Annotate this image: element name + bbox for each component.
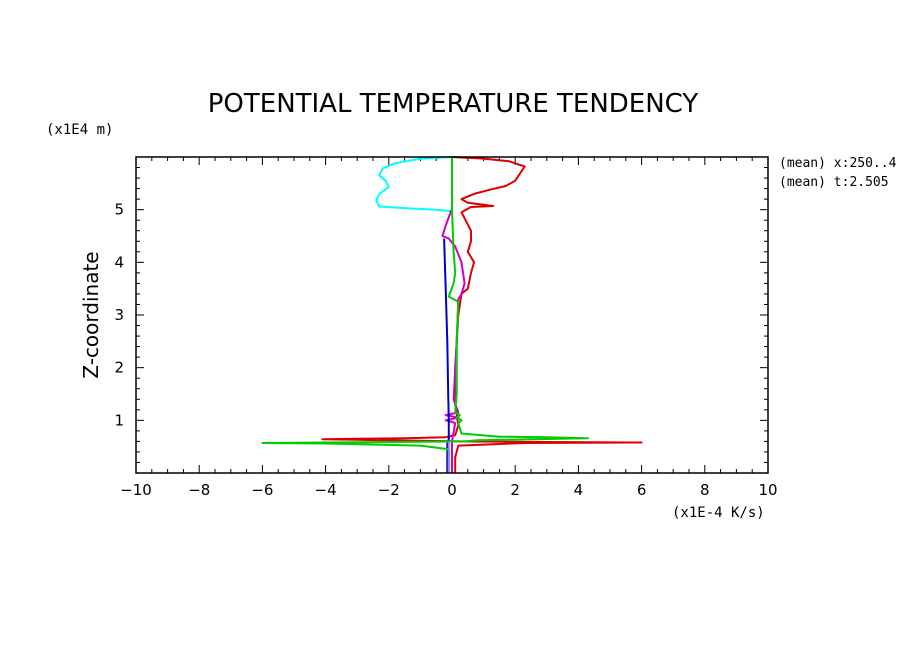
y-tick-label: 2 <box>114 359 124 377</box>
y-tick-label: 4 <box>114 253 124 271</box>
x-tick-label: −2 <box>378 481 400 499</box>
series-line-0 <box>375 156 453 213</box>
y-tick-label: 1 <box>114 411 124 429</box>
x-tick-label: −4 <box>315 481 337 499</box>
y-tick-label: 3 <box>114 306 124 324</box>
annotation-mean-x: (mean) x:250..4 <box>779 156 897 171</box>
x-tick-label: 4 <box>574 481 584 499</box>
data-series <box>261 156 643 473</box>
x-axis-label: (x1E-4 K/s) <box>672 505 765 521</box>
x-tick-label: 0 <box>447 481 457 499</box>
x-tick-label: −10 <box>120 481 152 499</box>
chart-title: POTENTIAL TEMPERATURE TENDENCY <box>208 89 699 119</box>
plot-frame <box>135 156 769 474</box>
y-unit-label: (x1E4 m) <box>46 122 113 138</box>
series-line-4 <box>261 157 589 473</box>
x-tick-label: −8 <box>188 481 210 499</box>
annotation-mean-t: (mean) t:2.505 <box>779 175 889 190</box>
series-line-1 <box>321 156 643 473</box>
x-tick-label: 10 <box>758 481 777 499</box>
x-tick-label: −6 <box>251 481 273 499</box>
x-tick-label: 8 <box>700 481 710 499</box>
series-line-3 <box>443 238 450 473</box>
x-tick-label: 2 <box>510 481 520 499</box>
y-tick-label: 5 <box>114 201 124 219</box>
x-tick-label: 6 <box>637 481 647 499</box>
y-axis-label: Z-coordinate <box>79 251 103 378</box>
